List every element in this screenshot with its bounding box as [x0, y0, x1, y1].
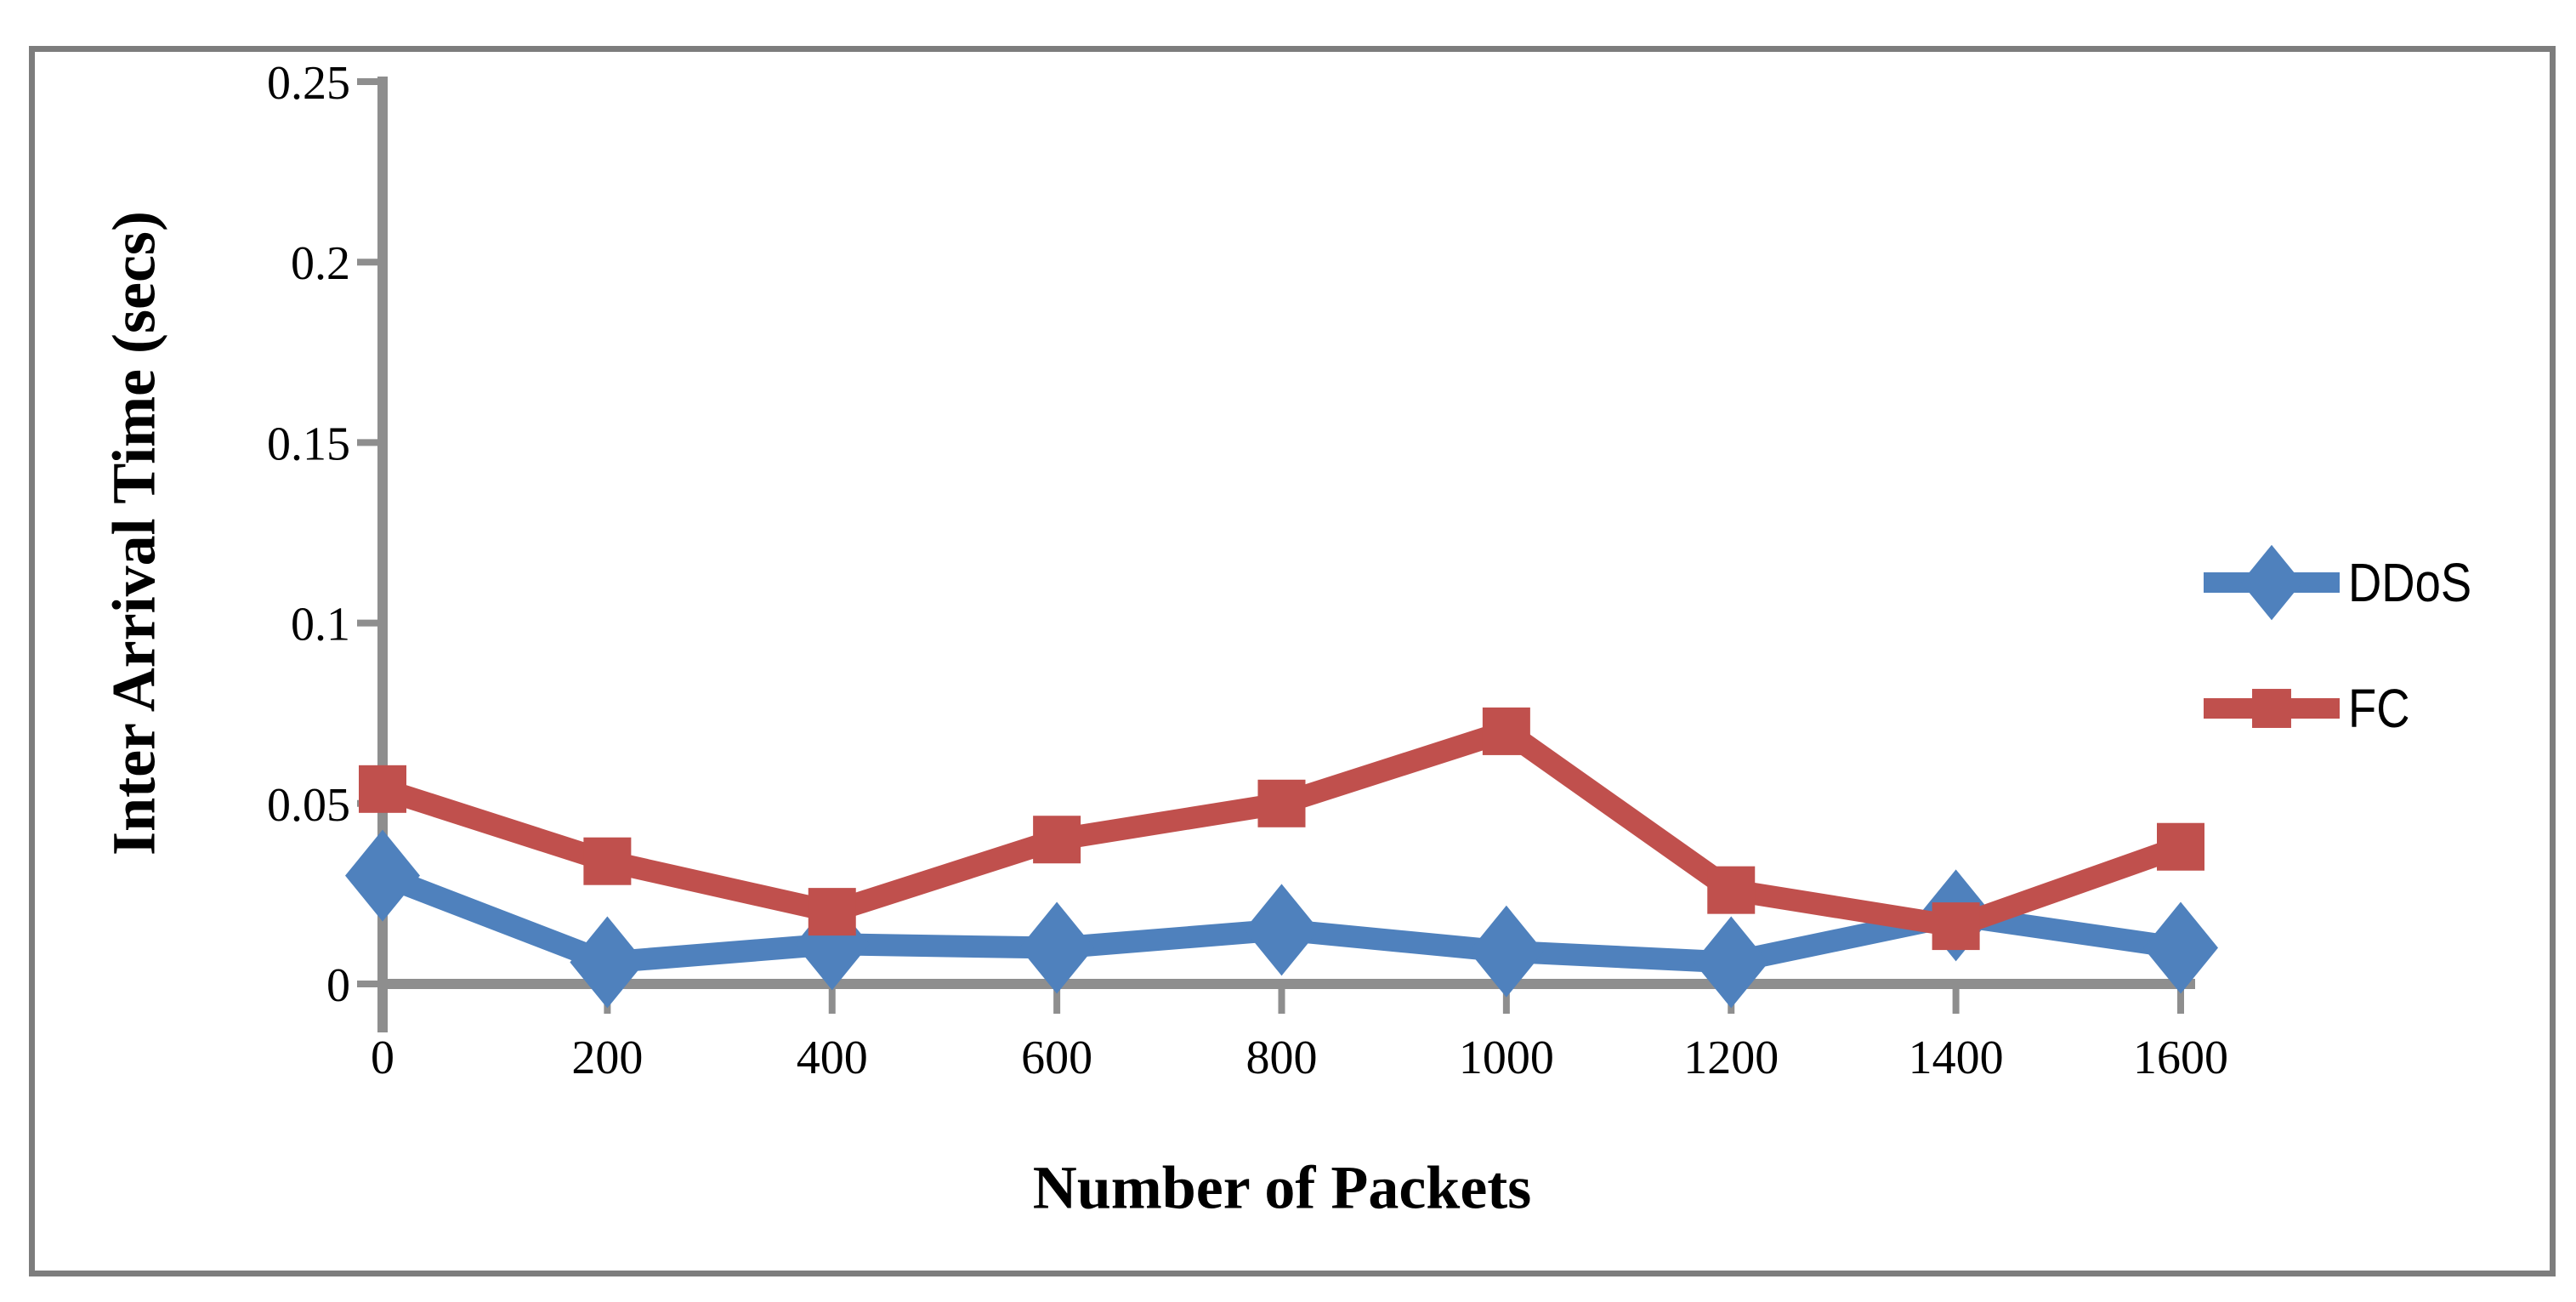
legend-label: FC: [2348, 678, 2410, 739]
square-marker: [808, 888, 856, 936]
square-marker: [1257, 779, 1306, 827]
diamond-marker: [2143, 901, 2218, 994]
square-marker: [1707, 866, 1756, 914]
y-tick-label: 0: [326, 959, 350, 1012]
legend-row: DDoS: [2200, 536, 2494, 629]
x-tick-label: 1600: [2133, 1032, 2228, 1084]
square-marker: [1033, 816, 1081, 864]
diamond-marker: [345, 829, 420, 922]
square-marker: [583, 837, 632, 885]
series-FC: [359, 707, 2204, 951]
diamond-marker: [570, 916, 645, 1009]
x-tick-label: 1200: [1683, 1032, 1779, 1084]
x-tick-label: 400: [797, 1032, 868, 1084]
y-axis-title: Inter Arrival Time (secs): [99, 211, 168, 856]
x-tick-label: 1000: [1459, 1032, 1554, 1084]
x-axis-title: Number of Packets: [1032, 1153, 1532, 1222]
x-tick-label: 1400: [1909, 1032, 2004, 1084]
square-marker: [359, 765, 406, 813]
legend-swatch: [2204, 544, 2340, 621]
diamond-marker: [1244, 884, 1319, 976]
diamond-marker: [1019, 901, 1095, 994]
y-tick-label: 0.05: [267, 779, 350, 832]
legend-row: FC: [2200, 662, 2420, 755]
square-marker: [1482, 707, 1530, 755]
chart-border: [29, 46, 2556, 1276]
x-tick-label: 0: [371, 1032, 394, 1084]
legend-swatch: [2204, 689, 2340, 728]
x-tick-label: 800: [1246, 1032, 1318, 1084]
square-marker: [1932, 902, 1980, 951]
diamond-marker: [1468, 905, 1544, 998]
x-tick-label: 600: [1021, 1032, 1092, 1084]
x-tick-label: 200: [571, 1032, 643, 1084]
y-tick-label: 0.1: [291, 599, 350, 651]
diamond-marker: [2240, 544, 2303, 621]
square-marker: [2252, 689, 2291, 728]
y-tick-label: 0.2: [291, 237, 350, 290]
y-tick-label: 0.25: [267, 57, 350, 110]
diamond-marker: [1694, 916, 1769, 1009]
legend-label: DDoS: [2348, 552, 2472, 613]
y-tick-label: 0.15: [267, 418, 350, 470]
square-marker: [2157, 822, 2204, 871]
